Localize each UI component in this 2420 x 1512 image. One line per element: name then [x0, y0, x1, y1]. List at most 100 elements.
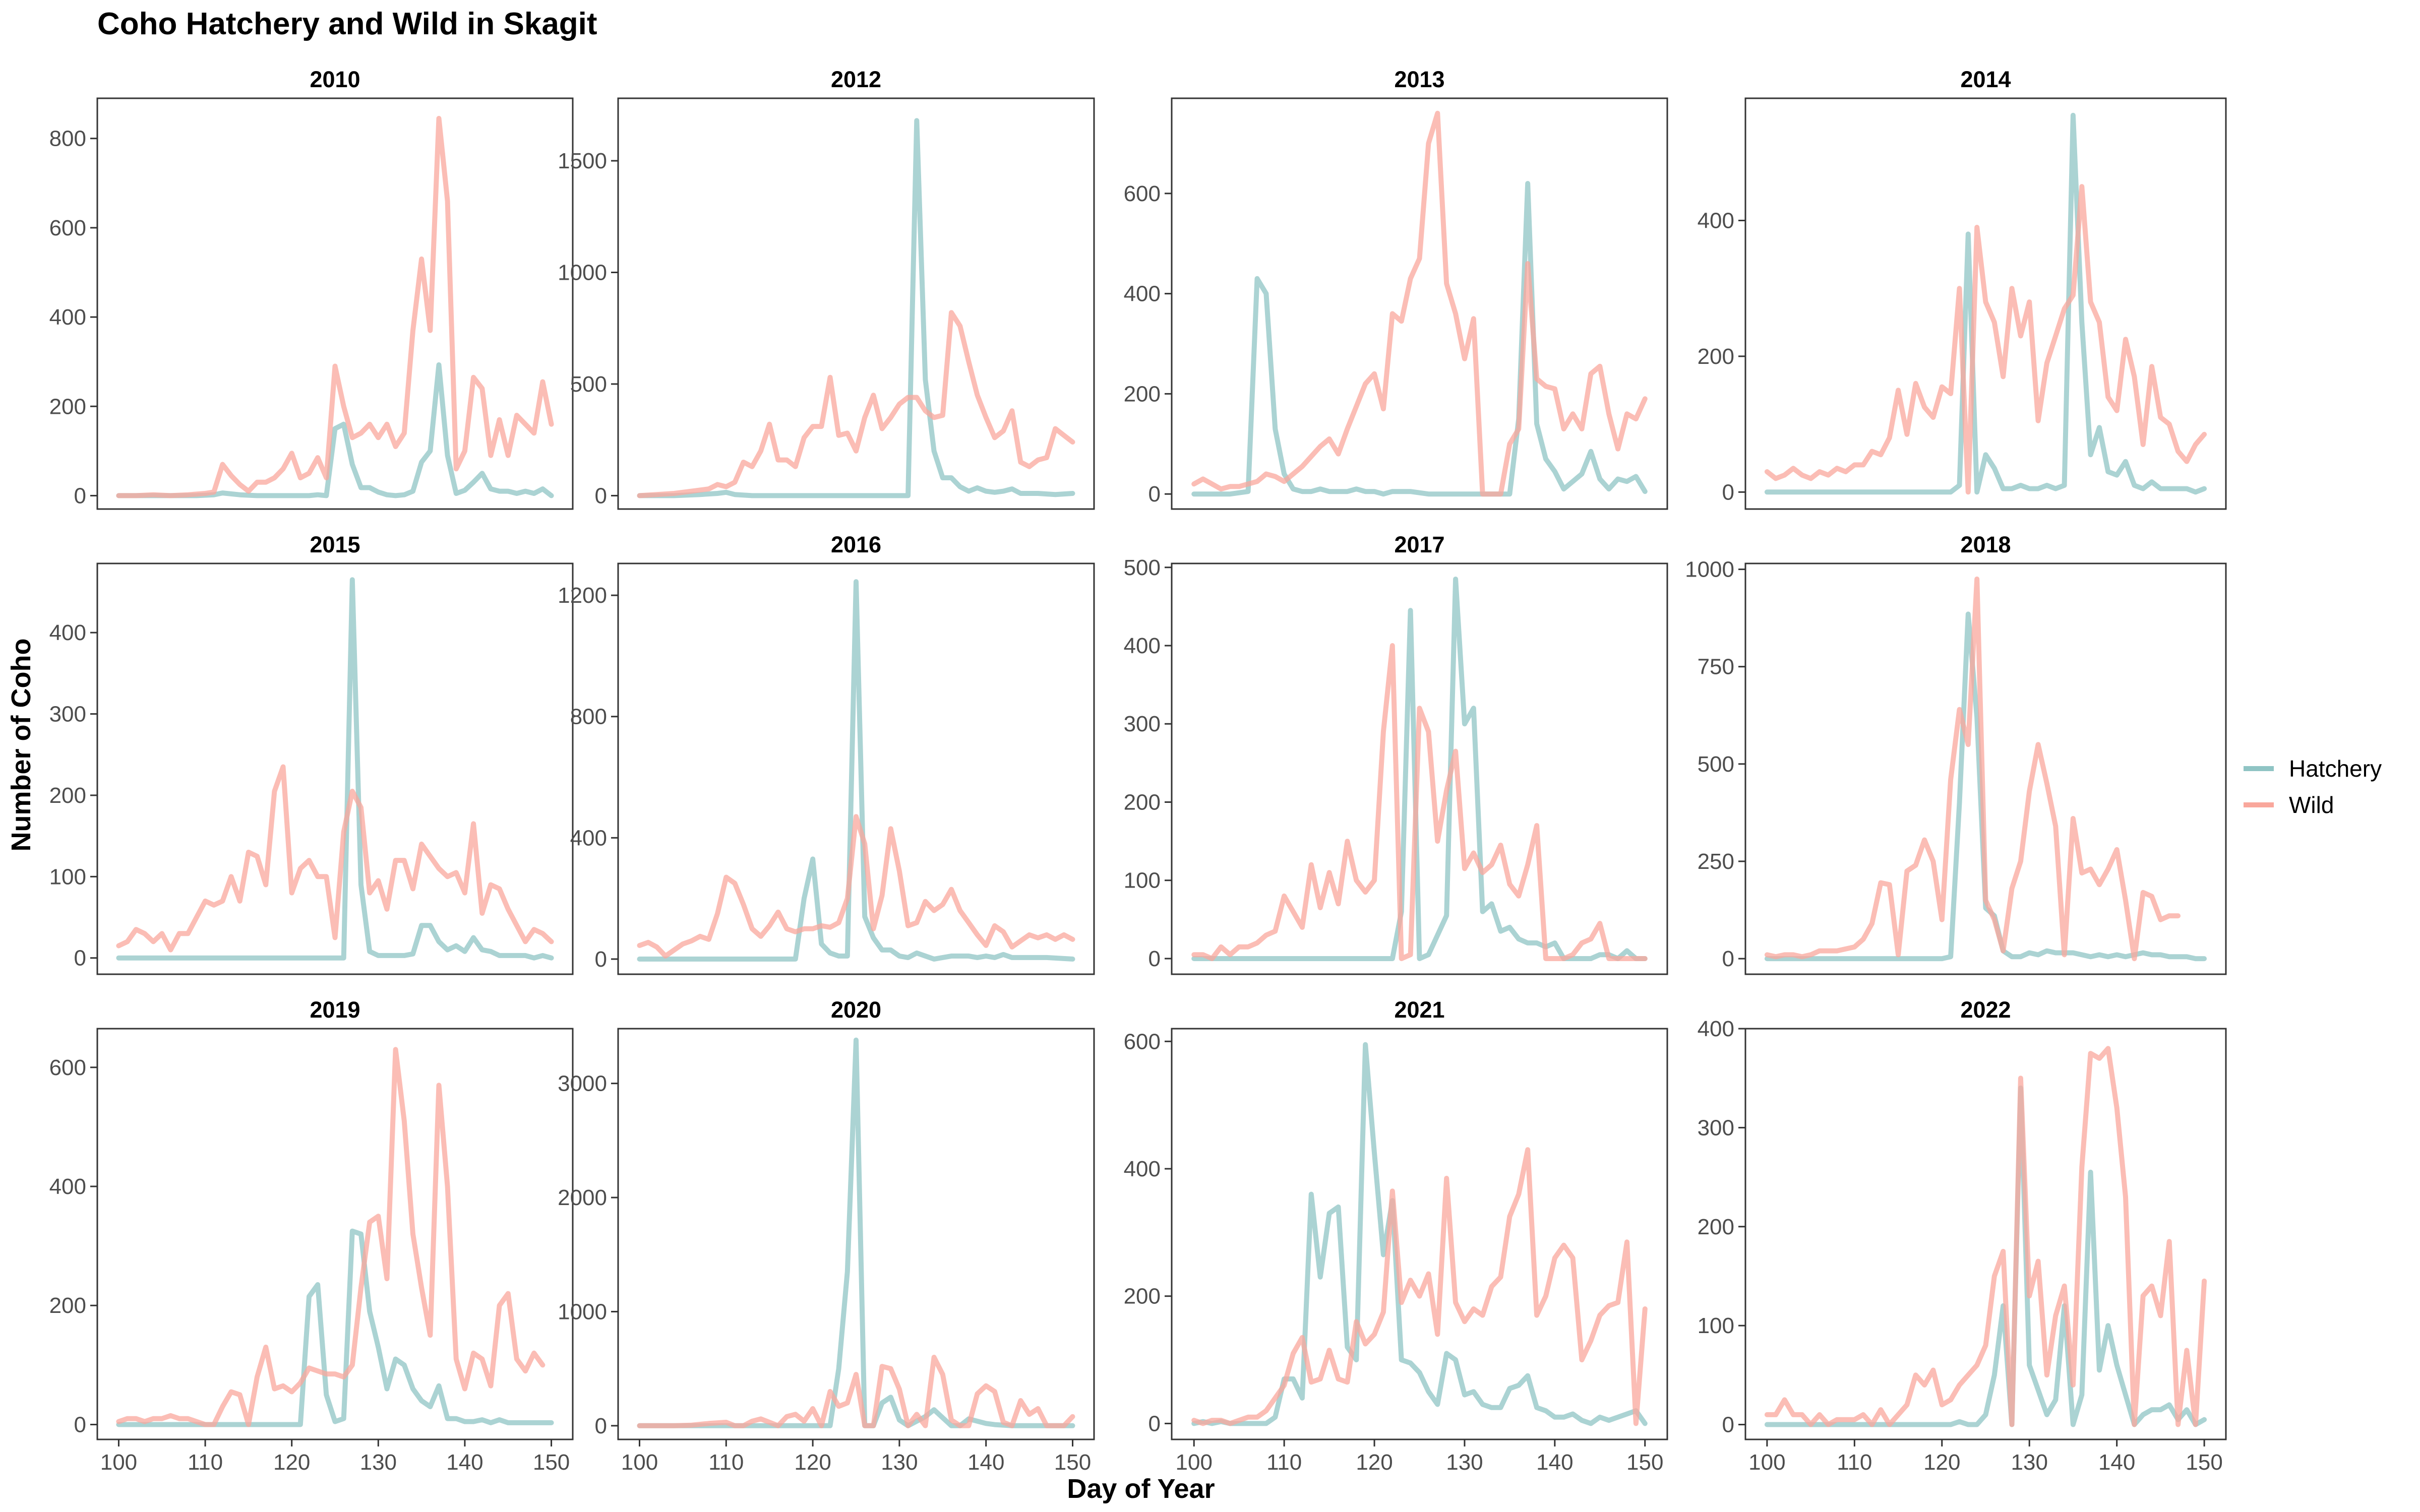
panel-frame: [96, 562, 574, 975]
y-tick-label: 400: [1698, 1017, 1734, 1041]
y-tick-label: 600: [49, 1055, 86, 1080]
wild-line-2010: [116, 115, 554, 498]
chart-title: Coho Hatchery and Wild in Skagit: [97, 7, 597, 41]
y-tick-label: 500: [1698, 752, 1734, 777]
panel-2020: 2020 0 1000 2000 3000 100 110 120 130 140 150: [558, 997, 1095, 1475]
panel-title: 2010: [310, 67, 360, 92]
y-tick-label: 400: [49, 305, 86, 330]
x-tick-label: 140: [2098, 1450, 2135, 1475]
panel-title: 2021: [1394, 997, 1444, 1023]
wild-line-2016: [637, 814, 1075, 959]
legend-item-wild: Wild: [2244, 792, 2334, 818]
y-tick-label: 0: [595, 947, 607, 972]
wild-line-2022: [1764, 1046, 2207, 1427]
panel-frame: [1171, 562, 1668, 975]
x-tick-label: 100: [1748, 1450, 1785, 1475]
y-tick-label: 100: [49, 864, 86, 889]
panel-frame: [1744, 97, 2227, 510]
y-tick-label: 0: [74, 483, 86, 508]
y-tick-label: 300: [1698, 1115, 1734, 1140]
x-tick-label: 150: [533, 1450, 570, 1475]
y-tick-label: 1000: [1685, 557, 1734, 582]
x-tick-label: 130: [881, 1450, 918, 1475]
x-tick-label: 140: [967, 1450, 1004, 1475]
wild-line-2020: [637, 1355, 1075, 1428]
x-axis-title: Day of Year: [1067, 1474, 1215, 1504]
y-tick-label: 750: [1698, 655, 1734, 679]
panel-frame: [96, 1028, 574, 1440]
x-tick-label: 130: [360, 1450, 397, 1475]
legend-item-hatchery: Hatchery: [2244, 755, 2382, 782]
panel-title: 2012: [831, 67, 881, 92]
panel-2013: 2013 0 200 400 600: [1124, 67, 1668, 510]
y-tick-label: 600: [49, 216, 86, 240]
y-tick-label: 1200: [558, 583, 607, 608]
y-tick-label: 0: [1148, 482, 1161, 507]
x-tick-label: 150: [2186, 1450, 2222, 1475]
panel-frame: [617, 1028, 1095, 1440]
x-tick-label: 140: [1536, 1450, 1573, 1475]
panel-title: 2013: [1394, 67, 1444, 92]
y-tick-label: 400: [1124, 282, 1161, 306]
x-tick-label: 120: [273, 1450, 310, 1475]
panel-frame: [96, 97, 574, 510]
wild-line-2013: [1191, 110, 1648, 497]
hatchery-line-2012: [637, 118, 1075, 498]
y-tick-label: 200: [1124, 790, 1161, 814]
legend-label: Hatchery: [2289, 755, 2382, 782]
x-tick-label: 140: [446, 1450, 483, 1475]
panels: 2010020040060080020120500100015002013020…: [49, 67, 2227, 1475]
hatchery-line-2017: [1191, 577, 1648, 961]
panel-2019: 2019 0 200 400 600 100 110 120 130 140 150: [49, 997, 574, 1475]
wild-line-2017: [1191, 643, 1648, 961]
panel-frame: [617, 562, 1095, 975]
y-tick-label: 0: [74, 1412, 86, 1437]
panel-title: 2019: [310, 997, 360, 1023]
panel-title: 2017: [1394, 532, 1444, 557]
panel-frame: [1171, 1028, 1668, 1440]
y-tick-label: 0: [1722, 947, 1734, 971]
x-tick-label: 110: [188, 1450, 223, 1475]
panel-2016: 2016 0 400 800 1200: [558, 532, 1095, 975]
x-tick-label: 120: [794, 1450, 831, 1475]
y-tick-label: 0: [1148, 947, 1161, 971]
y-tick-label: 200: [49, 394, 86, 419]
y-tick-label: 300: [49, 702, 86, 727]
hatchery-line-2022: [1764, 1085, 2207, 1427]
y-tick-label: 0: [1722, 1413, 1734, 1437]
hatchery-line-2020: [637, 1037, 1075, 1428]
y-tick-label: 250: [1698, 849, 1734, 874]
y-tick-label: 200: [49, 783, 86, 808]
y-axis-title: Number of Coho: [6, 639, 36, 852]
x-tick-label: 150: [1626, 1450, 1663, 1475]
panel-title: 2016: [831, 532, 881, 557]
hatchery-line-2013: [1191, 181, 1648, 497]
wild-line-2019: [116, 1047, 546, 1427]
y-tick-label: 1500: [558, 149, 607, 173]
y-tick-label: 200: [1698, 344, 1734, 369]
hatchery-line-2019: [116, 1228, 554, 1427]
wild-line-2014: [1764, 184, 2207, 495]
x-tick-label: 120: [1356, 1450, 1393, 1475]
hatchery-line-2015: [116, 577, 554, 961]
y-tick-label: 3000: [558, 1072, 607, 1096]
y-tick-label: 400: [1124, 1157, 1161, 1181]
x-tick-label: 150: [1054, 1450, 1091, 1475]
hatchery-line-2018: [1764, 611, 2207, 962]
y-tick-label: 800: [570, 705, 607, 729]
y-tick-label: 200: [1124, 382, 1161, 406]
x-tick-label: 130: [2011, 1450, 2048, 1475]
panel-title: 2022: [1960, 997, 2011, 1023]
y-tick-label: 400: [1698, 208, 1734, 233]
y-tick-label: 400: [49, 1174, 86, 1199]
y-tick-label: 1000: [558, 260, 607, 285]
panel-2021: 2021 0 200 400 600 100 110 120 130 140 150: [1124, 997, 1668, 1475]
x-tick-label: 100: [1176, 1450, 1213, 1475]
y-tick-label: 100: [1698, 1313, 1734, 1338]
y-tick-label: 0: [1722, 480, 1734, 505]
panel-2022: 2022 0 100 200 300 400 100 110 120 130 140 150: [1698, 997, 2227, 1475]
y-tick-label: 500: [1124, 555, 1161, 580]
y-tick-label: 1000: [558, 1299, 607, 1324]
